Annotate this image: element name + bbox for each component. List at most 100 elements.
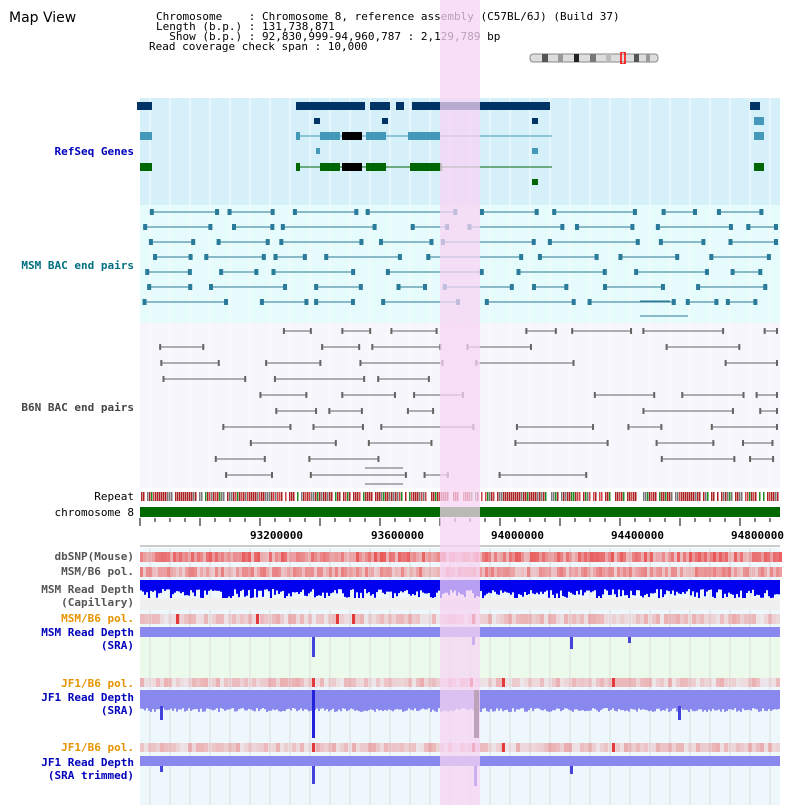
repeat-mark <box>715 492 717 501</box>
pol-density <box>616 743 620 752</box>
depth-bar <box>570 706 572 711</box>
depth-bar <box>330 580 332 594</box>
pol-density <box>760 743 764 752</box>
depth-bar <box>684 580 686 594</box>
repeat-mark <box>599 492 601 501</box>
repeat-mark <box>765 492 767 501</box>
pol-density <box>332 678 336 687</box>
repeat-mark <box>725 492 727 501</box>
pol-density <box>412 614 416 624</box>
pol-density <box>388 678 392 687</box>
depth-bar <box>378 706 380 711</box>
dbsnp-density <box>650 552 653 562</box>
pol-density <box>164 567 167 577</box>
pol-density <box>203 567 206 577</box>
depth-bar <box>260 580 262 591</box>
bac-end <box>188 284 193 290</box>
depth-bar <box>550 706 552 712</box>
depth-bar <box>372 580 374 595</box>
depth-bar <box>730 706 732 710</box>
repeat-mark <box>649 492 651 501</box>
depth-bar <box>516 706 518 710</box>
depth-bar <box>380 706 382 711</box>
bac-end <box>429 239 434 245</box>
pol-density <box>528 743 532 752</box>
pol-density <box>632 614 636 624</box>
pol-density <box>488 743 492 752</box>
depth-bar <box>542 580 544 594</box>
pol-density <box>328 678 332 687</box>
repeat-mark <box>217 492 219 501</box>
pol-density <box>628 614 632 624</box>
pol-density <box>364 678 368 687</box>
repeat-mark <box>363 492 365 501</box>
dbsnp-density <box>311 552 314 562</box>
pol-density <box>760 678 764 687</box>
dbsnp-density <box>386 552 389 562</box>
bac-end <box>537 254 542 260</box>
pol-density <box>304 678 308 687</box>
depth-bar <box>366 580 368 594</box>
repeat-mark <box>185 492 187 501</box>
depth-bar <box>632 580 634 596</box>
dbsnp-density <box>584 552 587 562</box>
pol-density <box>664 614 668 624</box>
depth-bar <box>758 580 760 596</box>
depth-bar <box>612 706 614 709</box>
pol-density <box>356 614 360 624</box>
depth-bar <box>530 580 532 591</box>
pol-density <box>308 743 312 752</box>
pol-density <box>740 743 744 752</box>
depth-bar <box>548 580 550 598</box>
pol-density <box>287 567 290 577</box>
repeat-mark <box>639 492 641 501</box>
repeat-mark <box>309 492 311 501</box>
repeat-mark <box>177 492 179 501</box>
pol-density <box>544 614 548 624</box>
repeat-mark <box>769 492 771 501</box>
depth-bar <box>426 580 428 594</box>
depth-bar <box>264 706 266 710</box>
depth-bar <box>202 706 204 712</box>
bac-end <box>358 284 363 290</box>
pol-density <box>724 743 728 752</box>
depth-bar <box>752 706 754 709</box>
dbsnp-density <box>185 552 188 562</box>
dbsnp-density <box>602 552 605 562</box>
selected-region-highlight[interactable] <box>440 0 480 805</box>
depth-bar <box>228 580 230 597</box>
pol-density <box>208 678 212 687</box>
depth-bar <box>336 580 338 594</box>
bac-end <box>341 328 344 334</box>
dbsnp-density <box>533 552 536 562</box>
pol-density <box>521 567 524 577</box>
bac-end <box>270 209 275 215</box>
depth-bar <box>166 580 168 590</box>
pol-density <box>764 678 768 687</box>
axis-tick-label: 94400000 <box>611 529 664 542</box>
pol-density <box>776 678 780 687</box>
repeat-mark <box>579 492 581 501</box>
pol-density <box>624 743 628 752</box>
repeat-mark <box>727 492 729 501</box>
dbsnp-density <box>206 552 209 562</box>
chromosome-ideogram[interactable] <box>528 52 662 64</box>
depth-bar <box>350 580 352 590</box>
bac-end <box>361 424 364 430</box>
repeat-mark <box>221 492 223 501</box>
gene-exon <box>412 102 550 110</box>
depth-bar <box>366 706 368 712</box>
depth-bar <box>412 580 414 595</box>
pol-density <box>416 743 420 752</box>
pol-density <box>300 614 304 624</box>
pol-mark <box>502 678 505 687</box>
pol-density <box>368 614 372 624</box>
depth-bar <box>586 706 588 711</box>
pol-density <box>404 743 408 752</box>
depth-bar <box>534 706 536 709</box>
repeat-mark <box>367 492 369 501</box>
pol-density <box>776 743 780 752</box>
pol-density <box>516 614 520 624</box>
pol-density <box>713 567 716 577</box>
pol-density <box>732 678 736 687</box>
